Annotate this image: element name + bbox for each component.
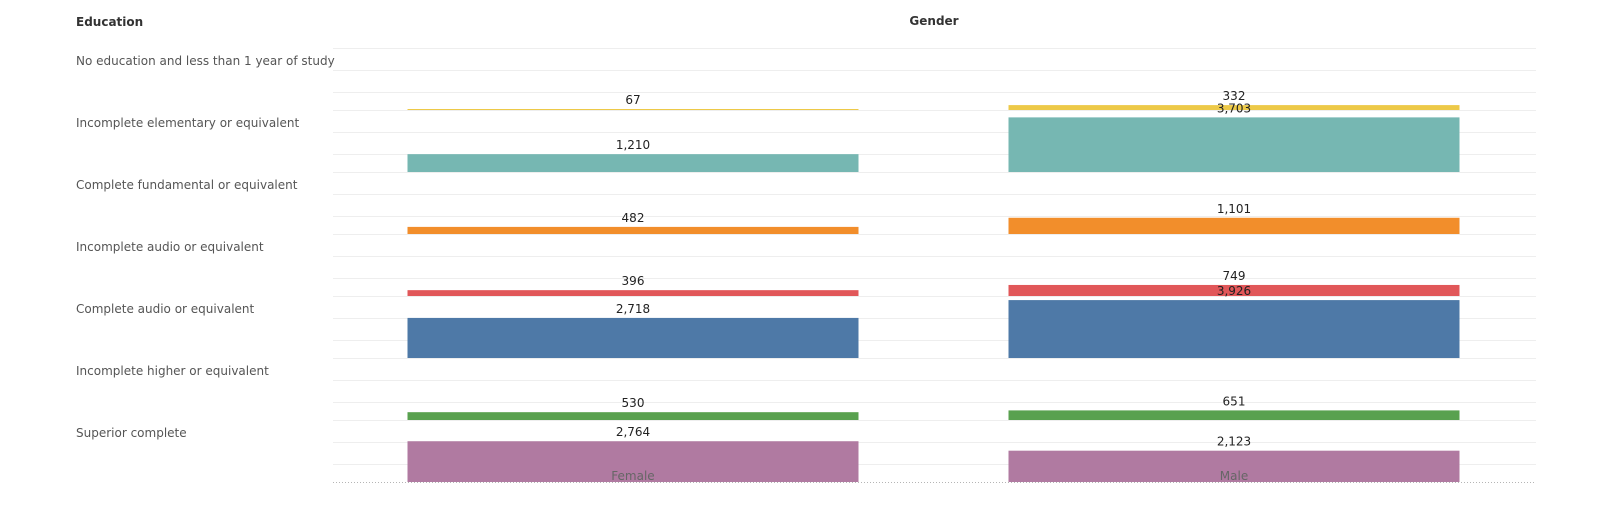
bar-female bbox=[407, 109, 859, 110]
bar-male bbox=[1008, 450, 1460, 482]
data-label: 3,703 bbox=[1217, 101, 1251, 115]
row-label: Incomplete audio or equivalent bbox=[76, 240, 264, 254]
data-label: 2,764 bbox=[616, 425, 650, 439]
data-label: 651 bbox=[1223, 394, 1246, 408]
row-label: Incomplete elementary or equivalent bbox=[76, 116, 300, 130]
column-label: Female bbox=[611, 469, 654, 483]
row-label: Superior complete bbox=[76, 426, 187, 440]
bar-male bbox=[1008, 105, 1460, 110]
bar-female bbox=[407, 317, 859, 358]
data-label: 749 bbox=[1223, 269, 1246, 283]
data-label: 2,718 bbox=[616, 302, 650, 316]
data-label: 67 bbox=[625, 93, 640, 107]
data-label: 2,123 bbox=[1217, 435, 1251, 449]
data-label: 1,210 bbox=[616, 138, 650, 152]
data-label: 1,101 bbox=[1217, 202, 1251, 216]
column-dimension-header: Gender bbox=[909, 14, 958, 28]
row-label: Complete fundamental or equivalent bbox=[76, 178, 298, 192]
row-dimension-header: Education bbox=[76, 15, 143, 29]
row-label: Incomplete higher or equivalent bbox=[76, 364, 269, 378]
bar-female bbox=[407, 226, 859, 234]
bar-female bbox=[407, 441, 859, 482]
data-label: 3,926 bbox=[1217, 284, 1251, 298]
bar-male bbox=[1008, 284, 1460, 296]
bar-female bbox=[407, 412, 859, 420]
column-label: Male bbox=[1220, 469, 1248, 483]
bar-female bbox=[407, 154, 859, 172]
data-label: 332 bbox=[1223, 89, 1246, 103]
data-label: 530 bbox=[622, 396, 645, 410]
bar-male bbox=[1008, 410, 1460, 420]
row-label: Complete audio or equivalent bbox=[76, 302, 255, 316]
data-label: 482 bbox=[622, 211, 645, 225]
bar-male bbox=[1008, 300, 1460, 358]
bar-male bbox=[1008, 117, 1460, 172]
labels-layer: No education and less than 1 year of stu… bbox=[76, 54, 1251, 483]
data-label: 396 bbox=[622, 274, 645, 288]
bar-male bbox=[1008, 217, 1460, 234]
bar-female bbox=[407, 290, 859, 296]
bars-layer bbox=[407, 105, 1460, 482]
row-label: No education and less than 1 year of stu… bbox=[76, 54, 335, 68]
